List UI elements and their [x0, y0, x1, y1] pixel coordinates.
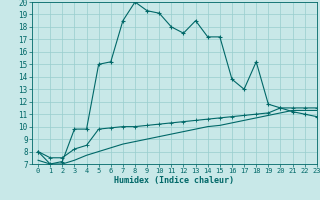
X-axis label: Humidex (Indice chaleur): Humidex (Indice chaleur) — [115, 176, 234, 185]
